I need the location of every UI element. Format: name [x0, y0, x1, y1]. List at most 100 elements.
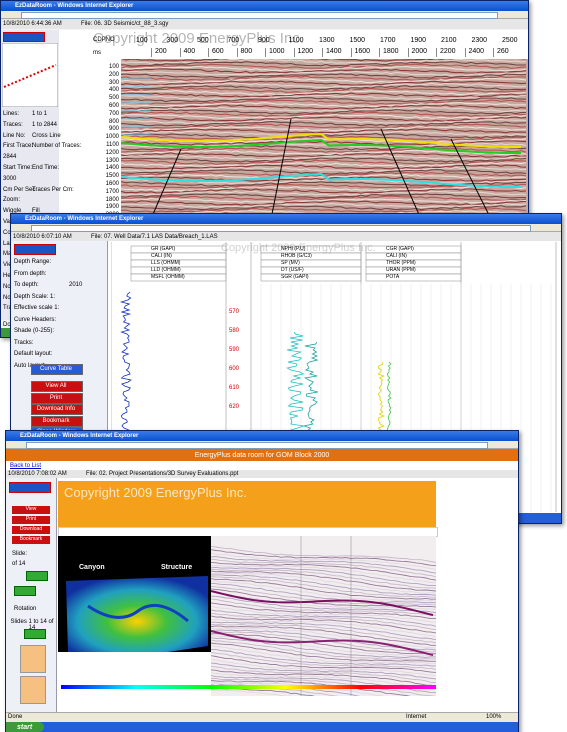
button-label[interactable]: Download: [19, 526, 43, 532]
button-label[interactable]: View All: [45, 383, 67, 389]
zoom: 100%: [486, 714, 502, 720]
button-label[interactable]: Print: [49, 394, 63, 401]
timestamp: 10/8/2010 6:44:36 AM: [3, 21, 62, 27]
cdp-tick-label: 300: [166, 37, 179, 44]
nav-icon[interactable]: [14, 586, 36, 596]
button-label[interactable]: Bookmark: [42, 417, 70, 424]
reflector: [211, 672, 436, 690]
reflector: [211, 561, 436, 581]
reflector: [211, 572, 436, 594]
curve-header-label: LLD (OHMM): [151, 267, 181, 273]
reflector: [121, 159, 527, 165]
window-title: EzDataRoom - Windows Internet Explorer: [15, 3, 134, 9]
depth-label: 610: [229, 385, 240, 391]
back-link[interactable]: Back to List: [10, 463, 42, 469]
cdp-tick-label: 2500: [502, 37, 518, 44]
curve-header: [365, 273, 462, 282]
reflector: [121, 123, 527, 129]
time-tick-label: 700: [108, 110, 119, 117]
cdp-tick-label: 1300: [319, 37, 335, 44]
reflector: [121, 85, 527, 91]
button[interactable]: [31, 381, 83, 392]
seismic-slide: [211, 536, 436, 696]
button-label[interactable]: Download Info: [36, 406, 76, 412]
trace-tick-label: 400: [179, 48, 195, 57]
reflector: [121, 188, 527, 194]
reflector: [211, 635, 436, 657]
reflector: [121, 207, 527, 213]
time-tick-label: 300: [108, 79, 119, 86]
time-tick-label: 1900: [105, 204, 119, 211]
panel-label: Number of Traces:: [32, 143, 82, 150]
cdp-tick-label: 700: [227, 37, 240, 44]
button-label[interactable]: Curve Table: [40, 366, 72, 372]
fault: [450, 138, 492, 219]
slide-count: of 14: [12, 561, 26, 567]
panel-label: Zoom:: [3, 197, 21, 204]
nav-icon[interactable]: [24, 629, 46, 639]
trace-tick-label: 2000: [407, 48, 427, 57]
start-button[interactable]: [6, 722, 44, 732]
reflector: [121, 154, 527, 161]
reflector: [121, 63, 527, 69]
slide-thumbnail[interactable]: [20, 645, 46, 673]
start-label[interactable]: start: [17, 724, 33, 731]
reflector: [121, 102, 526, 108]
panel-label: Tracks:: [14, 339, 34, 346]
button-label[interactable]: Print: [25, 516, 37, 522]
panel-label: Depth Range:: [14, 259, 52, 265]
preview-plot: [2, 43, 58, 107]
curve-header: [130, 252, 227, 261]
reflector: [211, 605, 436, 623]
reflector: [121, 92, 527, 98]
reflector: [211, 578, 436, 600]
cdp-tick-label: 1100: [288, 37, 304, 44]
reflector: [121, 200, 527, 206]
reflector: [121, 59, 526, 62]
panel-label: Traces Per Cm:: [32, 186, 74, 193]
title-bar: [6, 431, 518, 441]
reflector: [211, 591, 436, 610]
trace-tick-label: 1800: [379, 48, 399, 57]
button[interactable]: [31, 404, 83, 415]
trace-tick-label: 600: [208, 48, 224, 57]
button[interactable]: [31, 392, 83, 404]
reflector: [121, 205, 527, 211]
slide-thumbnail[interactable]: [20, 676, 46, 704]
panel-label: To depth:: [14, 282, 39, 288]
trace-tick-label: 1600: [350, 48, 370, 57]
button[interactable]: [12, 526, 50, 534]
logo: [14, 244, 56, 255]
reflector: [121, 128, 527, 134]
depth-label: 600: [229, 366, 240, 372]
reflector: [121, 113, 527, 120]
button[interactable]: [31, 415, 83, 427]
file-name: File: 02. Project Presentations/3D Surve…: [86, 471, 239, 477]
curve-header-label: GR (GAPI): [151, 246, 176, 252]
reflector: [121, 149, 527, 156]
reflector: [121, 164, 527, 170]
reflector: [121, 87, 527, 93]
reflector: [211, 602, 436, 620]
curve-header-label: THOR (PPM): [386, 260, 416, 266]
button[interactable]: [31, 364, 83, 375]
button[interactable]: [12, 536, 50, 544]
reflector: [121, 193, 527, 199]
horizon: [121, 132, 522, 148]
button[interactable]: [12, 516, 50, 524]
reflector: [211, 576, 436, 598]
button-label[interactable]: View: [25, 506, 37, 512]
nav-icon[interactable]: [26, 571, 48, 581]
panel-label: Traces:: [3, 121, 23, 128]
panel-label: Effective scale 1:: [14, 305, 60, 311]
reflector: [211, 621, 436, 641]
button-label[interactable]: Bookmark: [19, 536, 43, 542]
reflector: [211, 662, 436, 680]
reflector: [121, 157, 527, 163]
reflector: [211, 565, 436, 584]
file-name: File: 06. 3D Seismic/ct_88_3.sgy: [81, 21, 169, 27]
button[interactable]: [12, 506, 50, 514]
cdp-tick-label: 100: [136, 37, 148, 44]
reflector: [121, 94, 527, 101]
horizon: [121, 138, 522, 154]
